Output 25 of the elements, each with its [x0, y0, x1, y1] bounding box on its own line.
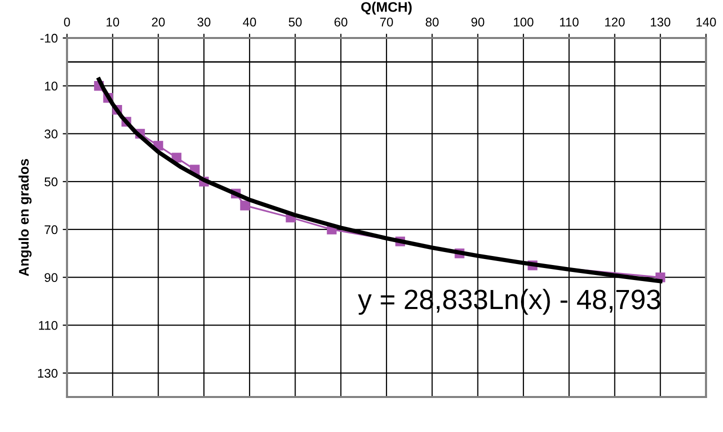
- x-tick-label: 0: [64, 18, 70, 26]
- x-tick-label: 20: [152, 18, 165, 26]
- x-tick-label: 140: [696, 18, 716, 26]
- x-tick-label: 40: [242, 18, 256, 26]
- x-axis-title: Q(MCH): [361, 2, 412, 15]
- x-tick-label: 130: [650, 18, 670, 26]
- x-tick-label: 30: [197, 18, 210, 26]
- x-tick-label: 70: [380, 18, 393, 26]
- x-tick-label: 10: [106, 18, 120, 26]
- x-tick-label: 90: [471, 18, 484, 26]
- y-tick-label: 10: [45, 82, 58, 91]
- x-tick-label: 80: [426, 18, 439, 26]
- y-tick-label: 70: [44, 225, 58, 234]
- x-tick-label: 110: [560, 18, 579, 26]
- y-tick-label: 110: [38, 321, 58, 330]
- y-tick-label: 50: [44, 177, 58, 186]
- y-axis-title: Angulo en grados: [18, 159, 32, 276]
- y-tick-label: -10: [40, 34, 58, 43]
- x-tick-label: 50: [288, 18, 302, 26]
- x-tick-label: 100: [514, 18, 534, 26]
- y-tick-label: 130: [38, 368, 58, 378]
- x-tick-label: 60: [334, 18, 348, 26]
- y-tick-label: 90: [44, 273, 58, 282]
- x-tick-label: 120: [605, 18, 625, 26]
- y-tick-label: 30: [44, 130, 58, 138]
